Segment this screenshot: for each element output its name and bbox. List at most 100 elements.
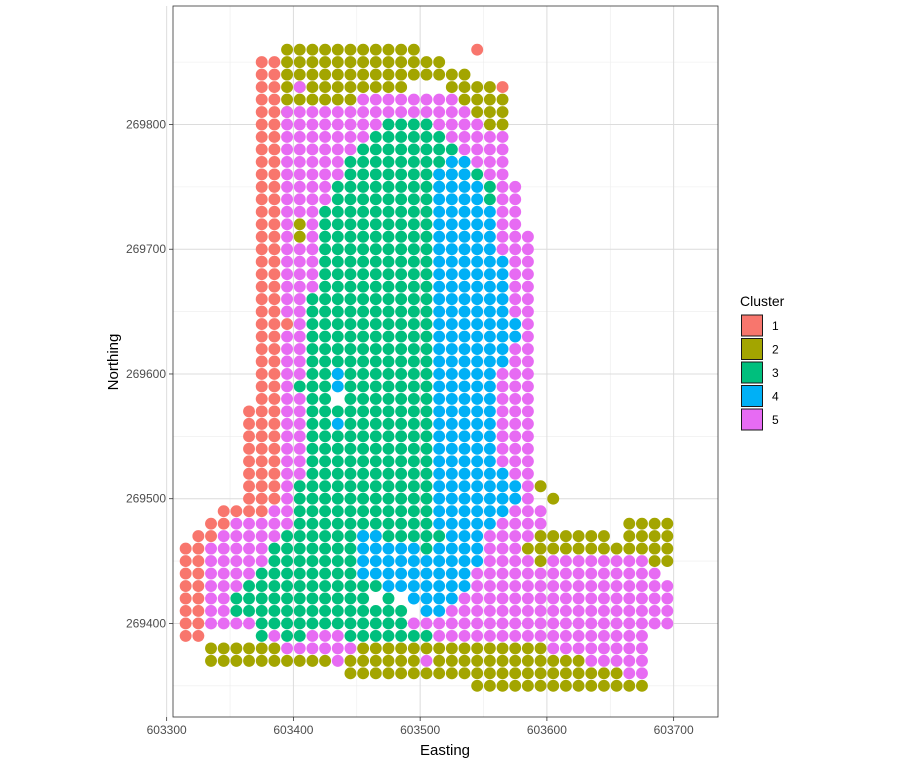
data-point-cluster-5 (559, 592, 572, 605)
legend-label-2: 2 (772, 343, 779, 357)
data-point-cluster-3 (395, 530, 408, 543)
data-point-cluster-4 (331, 368, 344, 380)
data-point-cluster-2 (572, 530, 585, 543)
data-point-cluster-5 (623, 667, 636, 680)
data-point-cluster-5 (572, 605, 585, 617)
data-point-cluster-5 (661, 592, 674, 605)
data-point-cluster-5 (319, 168, 332, 181)
data-point-cluster-1 (268, 392, 281, 405)
data-point-cluster-3 (331, 430, 344, 443)
data-point-cluster-5 (572, 567, 585, 580)
data-point-cluster-3 (344, 218, 357, 231)
data-point-cluster-3 (382, 180, 395, 193)
data-point-cluster-5 (471, 580, 484, 592)
data-point-cluster-1 (255, 81, 268, 94)
data-point-cluster-3 (369, 305, 382, 318)
data-point-cluster-5 (496, 380, 509, 393)
data-point-cluster-4 (382, 555, 395, 568)
data-point-cluster-4 (331, 417, 344, 430)
data-point-cluster-4 (433, 417, 446, 430)
data-point-cluster-5 (458, 617, 471, 630)
data-point-cluster-4 (509, 318, 522, 331)
data-point-cluster-3 (344, 567, 357, 580)
data-point-cluster-4 (445, 567, 458, 580)
data-point-cluster-2 (344, 68, 357, 81)
data-point-cluster-4 (445, 268, 458, 281)
data-point-cluster-5 (319, 155, 332, 168)
data-point-cluster-5 (496, 629, 509, 642)
data-point-cluster-4 (433, 567, 446, 580)
y-axis-title: Northing (105, 334, 122, 391)
data-point-cluster-3 (420, 143, 433, 156)
data-point-cluster-3 (306, 555, 319, 568)
data-point-cluster-5 (597, 592, 610, 605)
data-point-cluster-2 (382, 68, 395, 81)
data-point-cluster-3 (357, 380, 370, 393)
data-point-cluster-1 (179, 542, 192, 555)
data-point-cluster-5 (281, 180, 294, 193)
data-point-cluster-3 (281, 567, 294, 580)
data-point-cluster-1 (179, 592, 192, 605)
data-point-cluster-5 (306, 118, 319, 131)
data-point-cluster-4 (445, 255, 458, 268)
legend-keys: 1 2 3 4 5 (741, 314, 779, 431)
data-point-cluster-3 (395, 305, 408, 318)
data-point-cluster-3 (306, 305, 319, 318)
data-point-cluster-3 (369, 268, 382, 281)
data-point-cluster-4 (395, 580, 408, 592)
data-point-cluster-3 (382, 517, 395, 530)
data-point-cluster-1 (243, 417, 256, 430)
data-point-cluster-3 (382, 243, 395, 256)
data-point-cluster-5 (331, 642, 344, 655)
data-point-cluster-5 (293, 305, 306, 318)
data-point-cluster-4 (471, 455, 484, 468)
data-point-cluster-3 (319, 368, 332, 380)
data-point-cluster-5 (217, 592, 230, 605)
data-point-cluster-4 (407, 555, 420, 568)
data-point-cluster-2 (509, 667, 522, 680)
data-point-cluster-4 (458, 405, 471, 418)
data-point-cluster-3 (344, 368, 357, 380)
data-point-cluster-3 (407, 243, 420, 256)
data-point-cluster-5 (521, 243, 534, 256)
data-point-cluster-3 (344, 517, 357, 530)
data-point-cluster-5 (293, 430, 306, 443)
data-point-cluster-3 (344, 155, 357, 168)
data-point-cluster-5 (205, 580, 217, 592)
data-point-cluster-1 (268, 205, 281, 218)
data-point-cluster-3 (357, 305, 370, 318)
data-point-cluster-5 (306, 255, 319, 268)
data-point-cluster-3 (382, 492, 395, 505)
data-point-cluster-2 (268, 642, 281, 655)
data-point-cluster-5 (230, 567, 243, 580)
data-point-cluster-4 (433, 368, 446, 380)
data-point-cluster-5 (496, 392, 509, 405)
data-point-cluster-3 (407, 155, 420, 168)
data-point-cluster-5 (281, 467, 294, 480)
data-point-cluster-1 (243, 430, 256, 443)
data-point-cluster-5 (509, 629, 522, 642)
data-point-cluster-2 (471, 667, 484, 680)
data-point-cluster-5 (559, 580, 572, 592)
data-point-cluster-2 (407, 654, 420, 667)
data-point-cluster-3 (395, 517, 408, 530)
data-point-cluster-2 (205, 654, 217, 667)
data-point-cluster-5 (635, 667, 648, 680)
data-point-cluster-5 (521, 580, 534, 592)
data-point-cluster-4 (471, 280, 484, 293)
data-point-cluster-5 (496, 143, 509, 156)
data-point-cluster-1 (255, 455, 268, 468)
data-point-cluster-3 (357, 255, 370, 268)
data-point-cluster-3 (319, 205, 332, 218)
data-point-cluster-5 (509, 392, 522, 405)
data-point-cluster-3 (420, 293, 433, 306)
data-point-cluster-1 (255, 255, 268, 268)
data-point-cluster-3 (306, 330, 319, 343)
data-point-cluster-5 (331, 168, 344, 181)
data-point-cluster-4 (458, 268, 471, 281)
data-point-cluster-3 (331, 555, 344, 568)
data-point-cluster-5 (496, 218, 509, 231)
data-point-cluster-4 (433, 392, 446, 405)
data-point-cluster-4 (433, 492, 446, 505)
data-point-cluster-5 (407, 617, 420, 630)
